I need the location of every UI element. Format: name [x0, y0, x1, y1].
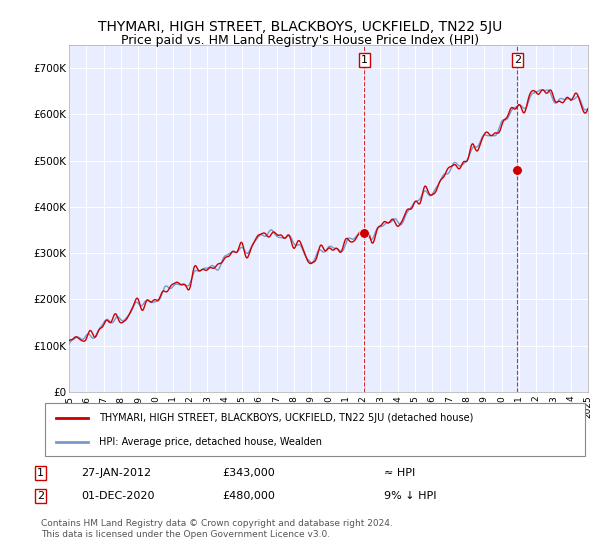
Text: 27-JAN-2012: 27-JAN-2012: [81, 468, 151, 478]
Text: 01-DEC-2020: 01-DEC-2020: [81, 491, 155, 501]
FancyBboxPatch shape: [45, 403, 585, 456]
Text: THYMARI, HIGH STREET, BLACKBOYS, UCKFIELD, TN22 5JU: THYMARI, HIGH STREET, BLACKBOYS, UCKFIEL…: [98, 20, 502, 34]
Text: 1: 1: [361, 55, 368, 65]
Text: HPI: Average price, detached house, Wealden: HPI: Average price, detached house, Weal…: [99, 436, 322, 446]
Text: 9% ↓ HPI: 9% ↓ HPI: [384, 491, 437, 501]
Text: Contains HM Land Registry data © Crown copyright and database right 2024.
This d: Contains HM Land Registry data © Crown c…: [41, 520, 392, 539]
Text: 1: 1: [37, 468, 44, 478]
Text: £343,000: £343,000: [222, 468, 275, 478]
Text: 2: 2: [37, 491, 44, 501]
Text: ≈ HPI: ≈ HPI: [384, 468, 415, 478]
Text: 2: 2: [514, 55, 521, 65]
Text: THYMARI, HIGH STREET, BLACKBOYS, UCKFIELD, TN22 5JU (detached house): THYMARI, HIGH STREET, BLACKBOYS, UCKFIEL…: [99, 413, 473, 423]
Text: £480,000: £480,000: [222, 491, 275, 501]
Text: Price paid vs. HM Land Registry's House Price Index (HPI): Price paid vs. HM Land Registry's House …: [121, 34, 479, 46]
